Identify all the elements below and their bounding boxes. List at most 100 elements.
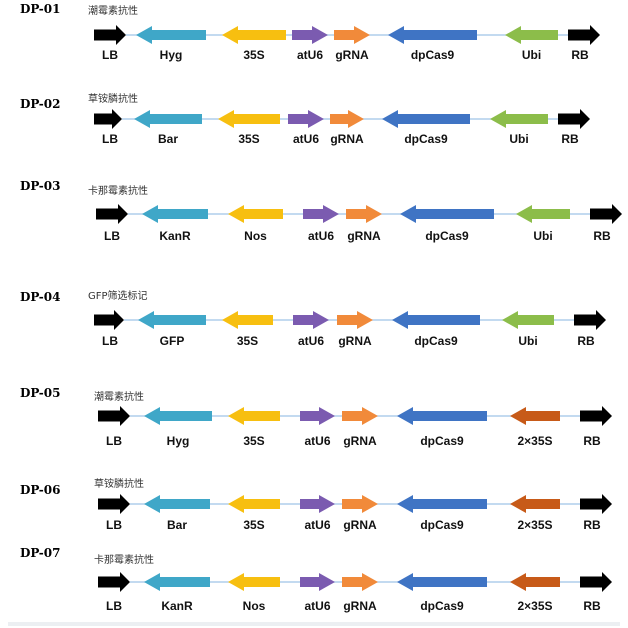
- element-promoter-arrow: [222, 26, 286, 44]
- construct-marker-note: 潮霉素抗性: [88, 6, 138, 17]
- element-dpcas9-label: dpCas9: [420, 518, 464, 532]
- element-selection-arrow: [144, 495, 210, 513]
- element-selection-label: Bar: [166, 518, 188, 532]
- element-promoter-label: Nos: [242, 599, 266, 613]
- element-dpcas9-label: dpCas9: [404, 132, 448, 146]
- construct-id: DP-02: [20, 97, 61, 111]
- element-dpcas9-label: dpCas9: [414, 334, 458, 348]
- element-rb-arrow: [580, 494, 612, 514]
- element-rb-arrow: [590, 204, 622, 224]
- construct-id: DP-04: [20, 290, 61, 304]
- element-dpcas9-arrow: [388, 26, 477, 44]
- element-cas9promoter-label: 2×35S: [517, 518, 553, 532]
- construct-marker-note: 卡那霉素抗性: [94, 555, 154, 566]
- element-cas9promoter-label: Ubi: [533, 229, 553, 243]
- element-rb-label: RB: [583, 599, 601, 613]
- element-grna-label: gRNA: [343, 518, 377, 532]
- element-lb-label: LB: [102, 334, 118, 348]
- element-lb-arrow: [94, 25, 126, 45]
- element-rb-arrow: [580, 406, 612, 426]
- element-dpcas9-label: dpCas9: [420, 434, 464, 448]
- construct-id: DP-01: [20, 2, 61, 16]
- element-rb-label: RB: [561, 132, 579, 146]
- element-dpcas9-arrow: [400, 205, 494, 223]
- construct-id: DP-03: [20, 179, 61, 193]
- element-cas9promoter-arrow: [505, 26, 558, 44]
- element-cas9promoter-label: Ubi: [521, 48, 542, 62]
- element-dpcas9-label: dpCas9: [410, 48, 455, 62]
- element-selection-label: KanR: [161, 599, 193, 613]
- element-atu6-arrow: [292, 26, 328, 44]
- element-rb-arrow: [574, 310, 606, 330]
- element-atu6-arrow: [293, 311, 329, 329]
- element-cas9promoter-arrow: [490, 110, 548, 128]
- element-rb-label: RB: [577, 334, 595, 348]
- element-grna-label: gRNA: [343, 434, 377, 448]
- element-selection-arrow: [138, 311, 206, 329]
- element-promoter-arrow: [228, 495, 280, 513]
- element-grna-label: gRNA: [335, 48, 369, 62]
- element-selection-arrow: [134, 110, 202, 128]
- element-selection-arrow: [144, 407, 212, 425]
- construct-marker-note: 潮霉素抗性: [94, 392, 144, 403]
- element-cas9promoter-arrow: [510, 495, 560, 513]
- element-rb-label: RB: [593, 229, 611, 243]
- element-lb-label: LB: [106, 434, 122, 448]
- element-grna-arrow: [342, 407, 378, 425]
- element-atu6-label: atU6: [304, 434, 331, 448]
- element-promoter-label: 35S: [243, 48, 265, 62]
- element-atu6-label: atU6: [304, 518, 331, 532]
- element-lb-label: LB: [104, 229, 120, 243]
- element-promoter-label: 35S: [243, 434, 265, 448]
- element-dpcas9-arrow: [392, 311, 480, 329]
- element-rb-arrow: [558, 109, 590, 129]
- element-selection-label: KanR: [159, 229, 191, 243]
- element-grna-arrow: [342, 495, 378, 513]
- construct-marker-note: 卡那霉素抗性: [88, 186, 148, 197]
- element-atu6-arrow: [303, 205, 339, 223]
- element-lb-arrow: [94, 310, 124, 330]
- element-selection-label: Bar: [157, 132, 179, 146]
- element-grna-label: gRNA: [343, 599, 377, 613]
- element-grna-label: gRNA: [338, 334, 372, 348]
- element-rb-arrow: [580, 572, 612, 592]
- element-cas9promoter-arrow: [516, 205, 570, 223]
- construct-marker-note: 草铵膦抗性: [94, 479, 144, 490]
- construct-id: DP-05: [20, 386, 61, 400]
- element-grna-arrow: [330, 110, 364, 128]
- element-lb-arrow: [96, 204, 128, 224]
- element-cas9promoter-label: Ubi: [518, 334, 538, 348]
- element-lb-label: LB: [106, 518, 122, 532]
- element-lb-arrow: [94, 109, 122, 129]
- element-grna-arrow: [346, 205, 382, 223]
- element-atu6-label: atU6: [307, 229, 335, 243]
- element-atu6-arrow: [300, 495, 335, 513]
- element-atu6-label: atU6: [292, 132, 320, 146]
- element-lb-label: LB: [102, 132, 118, 146]
- element-atu6-arrow: [300, 407, 335, 425]
- element-dpcas9-label: dpCas9: [420, 599, 464, 613]
- element-atu6-arrow: [300, 573, 335, 591]
- element-dpcas9-arrow: [397, 495, 487, 513]
- element-promoter-label: 35S: [236, 334, 259, 348]
- element-atu6-label: atU6: [304, 599, 331, 613]
- element-selection-label: Hyg: [166, 434, 190, 448]
- element-grna-arrow: [334, 26, 370, 44]
- element-atu6-arrow: [288, 110, 324, 128]
- construct-id: DP-06: [20, 483, 61, 497]
- construct-marker-note: 草铵膦抗性: [88, 94, 138, 105]
- element-cas9promoter-arrow: [502, 311, 554, 329]
- element-rb-label: RB: [571, 48, 589, 62]
- element-selection-label: GFP: [159, 334, 185, 348]
- element-selection-arrow: [136, 26, 206, 44]
- element-promoter-arrow: [228, 205, 283, 223]
- element-promoter-arrow: [218, 110, 280, 128]
- construct-marker-note: GFP筛选标记: [88, 291, 148, 302]
- element-promoter-label: Nos: [244, 229, 267, 243]
- element-promoter-arrow: [228, 407, 280, 425]
- element-dpcas9-label: dpCas9: [425, 229, 469, 243]
- element-lb-arrow: [98, 572, 130, 592]
- element-grna-arrow: [342, 573, 378, 591]
